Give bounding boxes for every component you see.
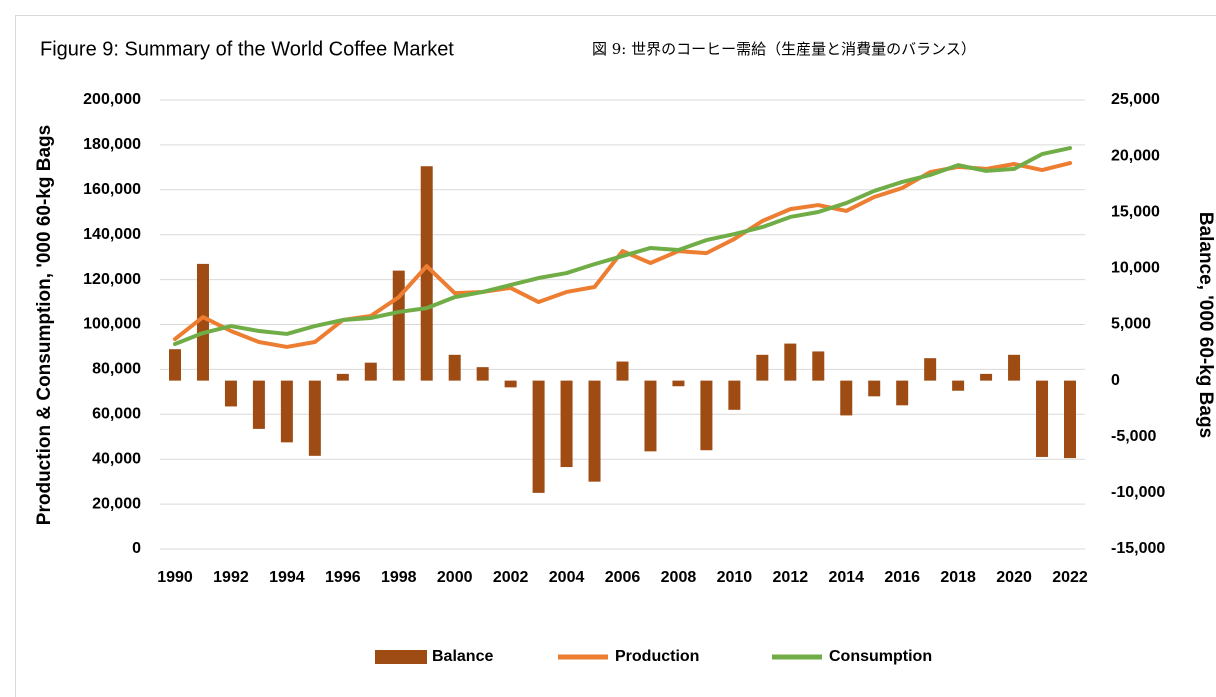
bar bbox=[840, 380, 853, 416]
legend-label: Production bbox=[615, 648, 699, 665]
y2-axis-label: Balance, '000 60-kg Bags bbox=[1195, 212, 1216, 438]
bar bbox=[980, 373, 993, 381]
y2-tick-label: 25,000 bbox=[1111, 91, 1160, 108]
bar bbox=[868, 380, 881, 397]
x-tick-label: 2022 bbox=[1052, 569, 1088, 586]
bar bbox=[952, 380, 965, 391]
bar bbox=[728, 380, 741, 410]
bar bbox=[1036, 380, 1049, 457]
legend-key bbox=[375, 650, 427, 664]
x-tick-label: 2018 bbox=[940, 569, 976, 586]
y2-tick-label: 10,000 bbox=[1111, 260, 1160, 277]
y-tick-label: 0 bbox=[132, 540, 141, 557]
bar bbox=[308, 380, 321, 456]
y-tick-label: 140,000 bbox=[83, 226, 141, 243]
bar bbox=[252, 380, 265, 429]
y2-tick-label: 0 bbox=[1111, 372, 1120, 389]
bar bbox=[280, 380, 293, 443]
chart-subtitle: 図 9: 世界のコーヒー需給（生産量と消費量のバランス） bbox=[592, 40, 976, 58]
y-tick-label: 120,000 bbox=[83, 271, 141, 288]
bar bbox=[364, 362, 377, 381]
bar bbox=[392, 270, 405, 381]
y2-tick-label: -5,000 bbox=[1111, 428, 1156, 445]
bar bbox=[560, 380, 573, 468]
x-tick-label: 2020 bbox=[996, 569, 1032, 586]
y-tick-label: 20,000 bbox=[92, 495, 141, 512]
y-tick-label: 200,000 bbox=[83, 91, 141, 108]
y2-tick-label: 20,000 bbox=[1111, 147, 1160, 164]
x-tick-label: 2002 bbox=[493, 569, 529, 586]
x-tick-label: 2010 bbox=[717, 569, 753, 586]
x-tick-label: 2000 bbox=[437, 569, 473, 586]
y2-tick-label: -10,000 bbox=[1111, 484, 1165, 501]
legend-label: Balance bbox=[432, 648, 493, 665]
line bbox=[173, 146, 1072, 347]
x-tick-label: 1990 bbox=[157, 569, 193, 586]
x-tick-label: 2006 bbox=[605, 569, 641, 586]
bar bbox=[700, 380, 713, 451]
x-tick-label: 1998 bbox=[381, 569, 417, 586]
x-tick-label: 2016 bbox=[884, 569, 920, 586]
bar bbox=[896, 380, 909, 406]
bar bbox=[476, 367, 489, 381]
bar bbox=[812, 351, 825, 381]
x-tick-label: 2008 bbox=[661, 569, 697, 586]
bar bbox=[169, 349, 181, 381]
bar bbox=[1008, 354, 1021, 381]
x-tick-label: 1992 bbox=[213, 569, 249, 586]
bar bbox=[672, 380, 685, 387]
bar bbox=[532, 380, 545, 493]
bar bbox=[504, 380, 517, 388]
y-tick-label: 100,000 bbox=[83, 316, 141, 333]
y-axis-label: Production & Consumption, '000 60-kg Bag… bbox=[34, 125, 55, 525]
x-tick-label: 2004 bbox=[549, 569, 585, 586]
bar bbox=[420, 166, 433, 381]
bar bbox=[336, 373, 349, 381]
bar bbox=[448, 354, 461, 381]
y2-tick-label: 15,000 bbox=[1111, 203, 1160, 220]
y-tick-label: 180,000 bbox=[83, 136, 141, 153]
bar bbox=[756, 354, 769, 381]
y-tick-label: 160,000 bbox=[83, 181, 141, 198]
chart-frame bbox=[15, 15, 1216, 697]
y-tick-label: 80,000 bbox=[92, 361, 141, 378]
chart-title: Figure 9: Summary of the World Coffee Ma… bbox=[40, 38, 454, 60]
x-tick-label: 2012 bbox=[773, 569, 809, 586]
bar bbox=[616, 361, 629, 381]
bar bbox=[924, 358, 937, 381]
x-tick-label: 2014 bbox=[828, 569, 864, 586]
y2-tick-label: -15,000 bbox=[1111, 540, 1165, 557]
bar bbox=[224, 380, 237, 407]
x-tick-label: 1994 bbox=[269, 569, 305, 586]
legend-label: Consumption bbox=[829, 648, 932, 665]
bar bbox=[588, 380, 601, 482]
x-tick-label: 1996 bbox=[325, 569, 361, 586]
bar bbox=[644, 380, 657, 452]
bar bbox=[784, 343, 797, 381]
bar bbox=[1064, 380, 1076, 459]
y-tick-label: 60,000 bbox=[92, 406, 141, 423]
y2-tick-label: 5,000 bbox=[1111, 316, 1151, 333]
bar bbox=[196, 263, 209, 381]
y-tick-label: 40,000 bbox=[92, 450, 141, 467]
